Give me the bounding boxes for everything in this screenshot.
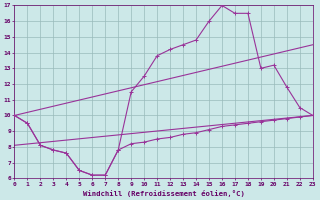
X-axis label: Windchill (Refroidissement éolien,°C): Windchill (Refroidissement éolien,°C) [83, 190, 244, 197]
